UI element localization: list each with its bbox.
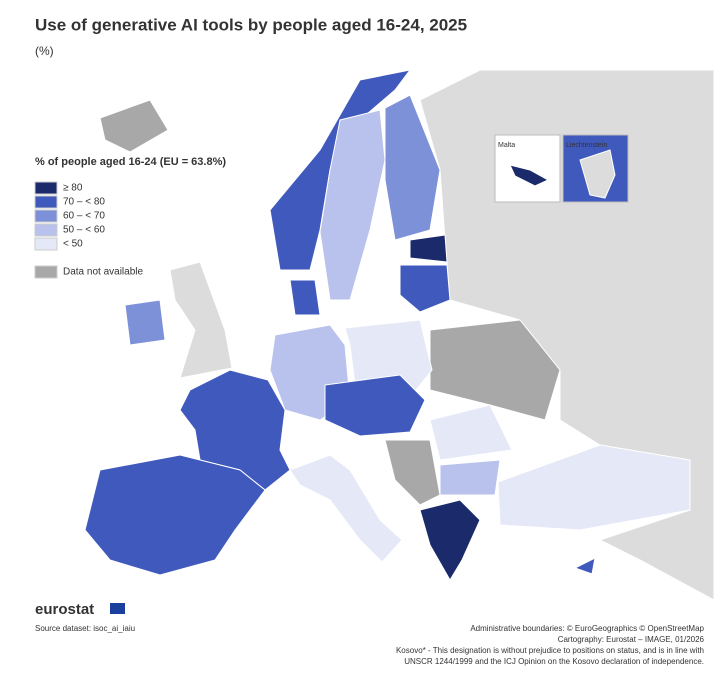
legend-label: 70 – < 80 [63,197,105,208]
logo: eurostat [35,601,94,618]
iberia [84,454,266,576]
base-land [169,69,714,601]
legend-swatch [34,181,58,195]
turkey [497,444,691,531]
finland [384,94,441,241]
baltics [399,264,451,313]
title: Use of generative AI tools by people age… [35,15,467,34]
malta [509,164,550,187]
credit-line: Cartography: Eurostat – IMAGE, 01/2026 [558,635,705,644]
sweden [319,109,386,301]
legend-label: < 50 [63,239,83,250]
legend-label: 50 – < 60 [63,225,105,236]
credit-line: Administrative boundaries: © EuroGeograp… [470,624,704,633]
cyprus [573,557,596,575]
france [179,369,291,491]
ireland [124,299,166,346]
western-balkans [384,439,441,506]
credit-line: UNSCR 1244/1999 and the ICJ Opinion on t… [404,657,704,666]
greece [419,499,481,581]
legend-swatch [34,265,58,279]
legend-swatch [34,195,58,209]
bulgaria [439,459,501,496]
iceland [99,99,169,153]
romania [429,404,513,461]
legend-swatch [34,237,58,251]
insets: Malta Liechtenstein [494,134,629,203]
legend-label: ≥ 80 [63,183,83,194]
legend-label: 60 – < 70 [63,211,105,222]
subtitle: (%) [35,44,54,58]
denmark [289,279,321,316]
central-europe [324,374,426,437]
source: Source dataset: isoc_ai_iaiu [35,624,135,633]
liechtenstein [579,149,616,199]
eu-flag [110,603,125,614]
uk [169,261,233,379]
legend-swatch [34,223,58,237]
italy [289,454,403,563]
credits: Administrative boundaries: © EuroGeograp… [396,624,705,666]
legend-swatch [34,209,58,223]
credit-line: Kosovo* - This designation is without pr… [396,646,704,655]
ukraine [429,319,561,421]
legend-title: % of people aged 16-24 (EU = 63.8%) [35,156,226,168]
estonia [409,234,448,263]
non-eu-land [419,69,714,601]
inset-frame [494,134,561,203]
legend-label: Data not available [63,267,143,278]
inset-label: Liechtenstein [566,142,607,149]
inset-label: Malta [498,142,515,149]
countries [84,69,691,581]
legend: ≥ 80 70 – < 80 60 – < 70 50 – < 60 < 50 Data … [34,181,143,279]
